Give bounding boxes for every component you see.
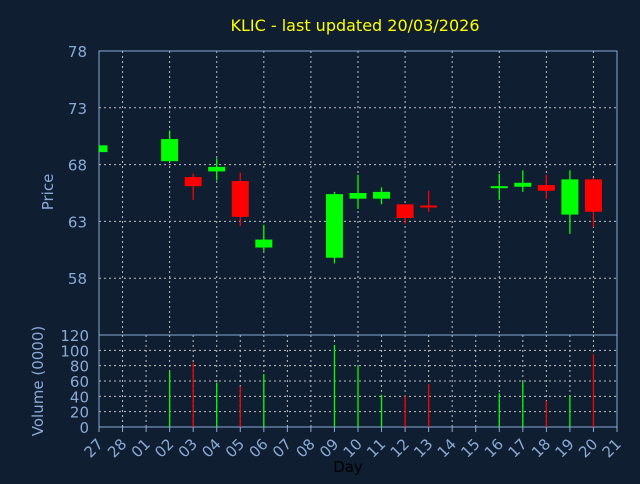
candle-body — [561, 179, 579, 215]
candle-body — [161, 139, 179, 162]
volume-axis-label: Volume (0000) — [29, 326, 47, 436]
x-tick-label: 20 — [575, 435, 601, 461]
candle-body — [208, 166, 226, 172]
x-tick-label: 28 — [104, 435, 130, 461]
x-tick-label: 13 — [410, 435, 436, 461]
volume-tick-label: 0 — [79, 419, 89, 437]
candle-body — [420, 205, 438, 208]
price-tick-label: 73 — [68, 100, 87, 118]
volume-tick-label: 40 — [70, 388, 89, 406]
price-tick-label: 78 — [68, 43, 87, 61]
x-tick-label: 12 — [387, 435, 413, 461]
volume-tick-label: 20 — [70, 404, 89, 422]
x-tick-label: 04 — [198, 435, 224, 461]
candle-body — [231, 181, 249, 217]
volume-tick-label: 60 — [70, 373, 89, 391]
volume-tick-label: 100 — [60, 342, 89, 360]
x-tick-label: 16 — [481, 435, 507, 461]
x-tick-label: 07 — [269, 435, 295, 461]
x-tick-label: 02 — [151, 435, 177, 461]
x-tick-label: 03 — [175, 435, 201, 461]
candle-body — [255, 239, 273, 248]
candle-body — [373, 191, 391, 199]
price-tick-label: 63 — [68, 213, 87, 231]
price-axis-label: Price — [39, 174, 57, 211]
candle-body — [184, 177, 202, 187]
candle-body — [99, 145, 108, 153]
price-tick-label: 58 — [68, 270, 87, 288]
x-tick-label: 19 — [552, 435, 578, 461]
x-tick-label: 18 — [528, 435, 554, 461]
x-tick-label: 05 — [222, 435, 248, 461]
x-tick-label: 06 — [245, 435, 271, 461]
x-tick-label: 21 — [599, 435, 625, 461]
x-axis-label: Day — [333, 458, 363, 476]
volume-tick-label: 120 — [60, 327, 89, 345]
volume-tick-label: 80 — [70, 358, 89, 376]
x-tick-label: 11 — [363, 435, 389, 461]
candle-body — [396, 204, 414, 218]
x-tick-label: 17 — [504, 435, 530, 461]
candle-body — [490, 186, 508, 189]
candle-body — [537, 185, 555, 191]
x-tick-label: 15 — [457, 435, 483, 461]
chart-title: KLIC - last updated 20/03/2026 — [230, 16, 479, 35]
candle-body — [325, 194, 343, 258]
price-tick-label: 68 — [68, 157, 87, 175]
x-tick-label: 14 — [434, 435, 460, 461]
candle-body — [514, 182, 532, 187]
x-tick-label: 08 — [293, 435, 319, 461]
candle-body — [349, 193, 367, 199]
x-tick-label: 01 — [128, 435, 154, 461]
x-tick-label: 27 — [81, 435, 107, 461]
candle-body — [584, 179, 602, 212]
